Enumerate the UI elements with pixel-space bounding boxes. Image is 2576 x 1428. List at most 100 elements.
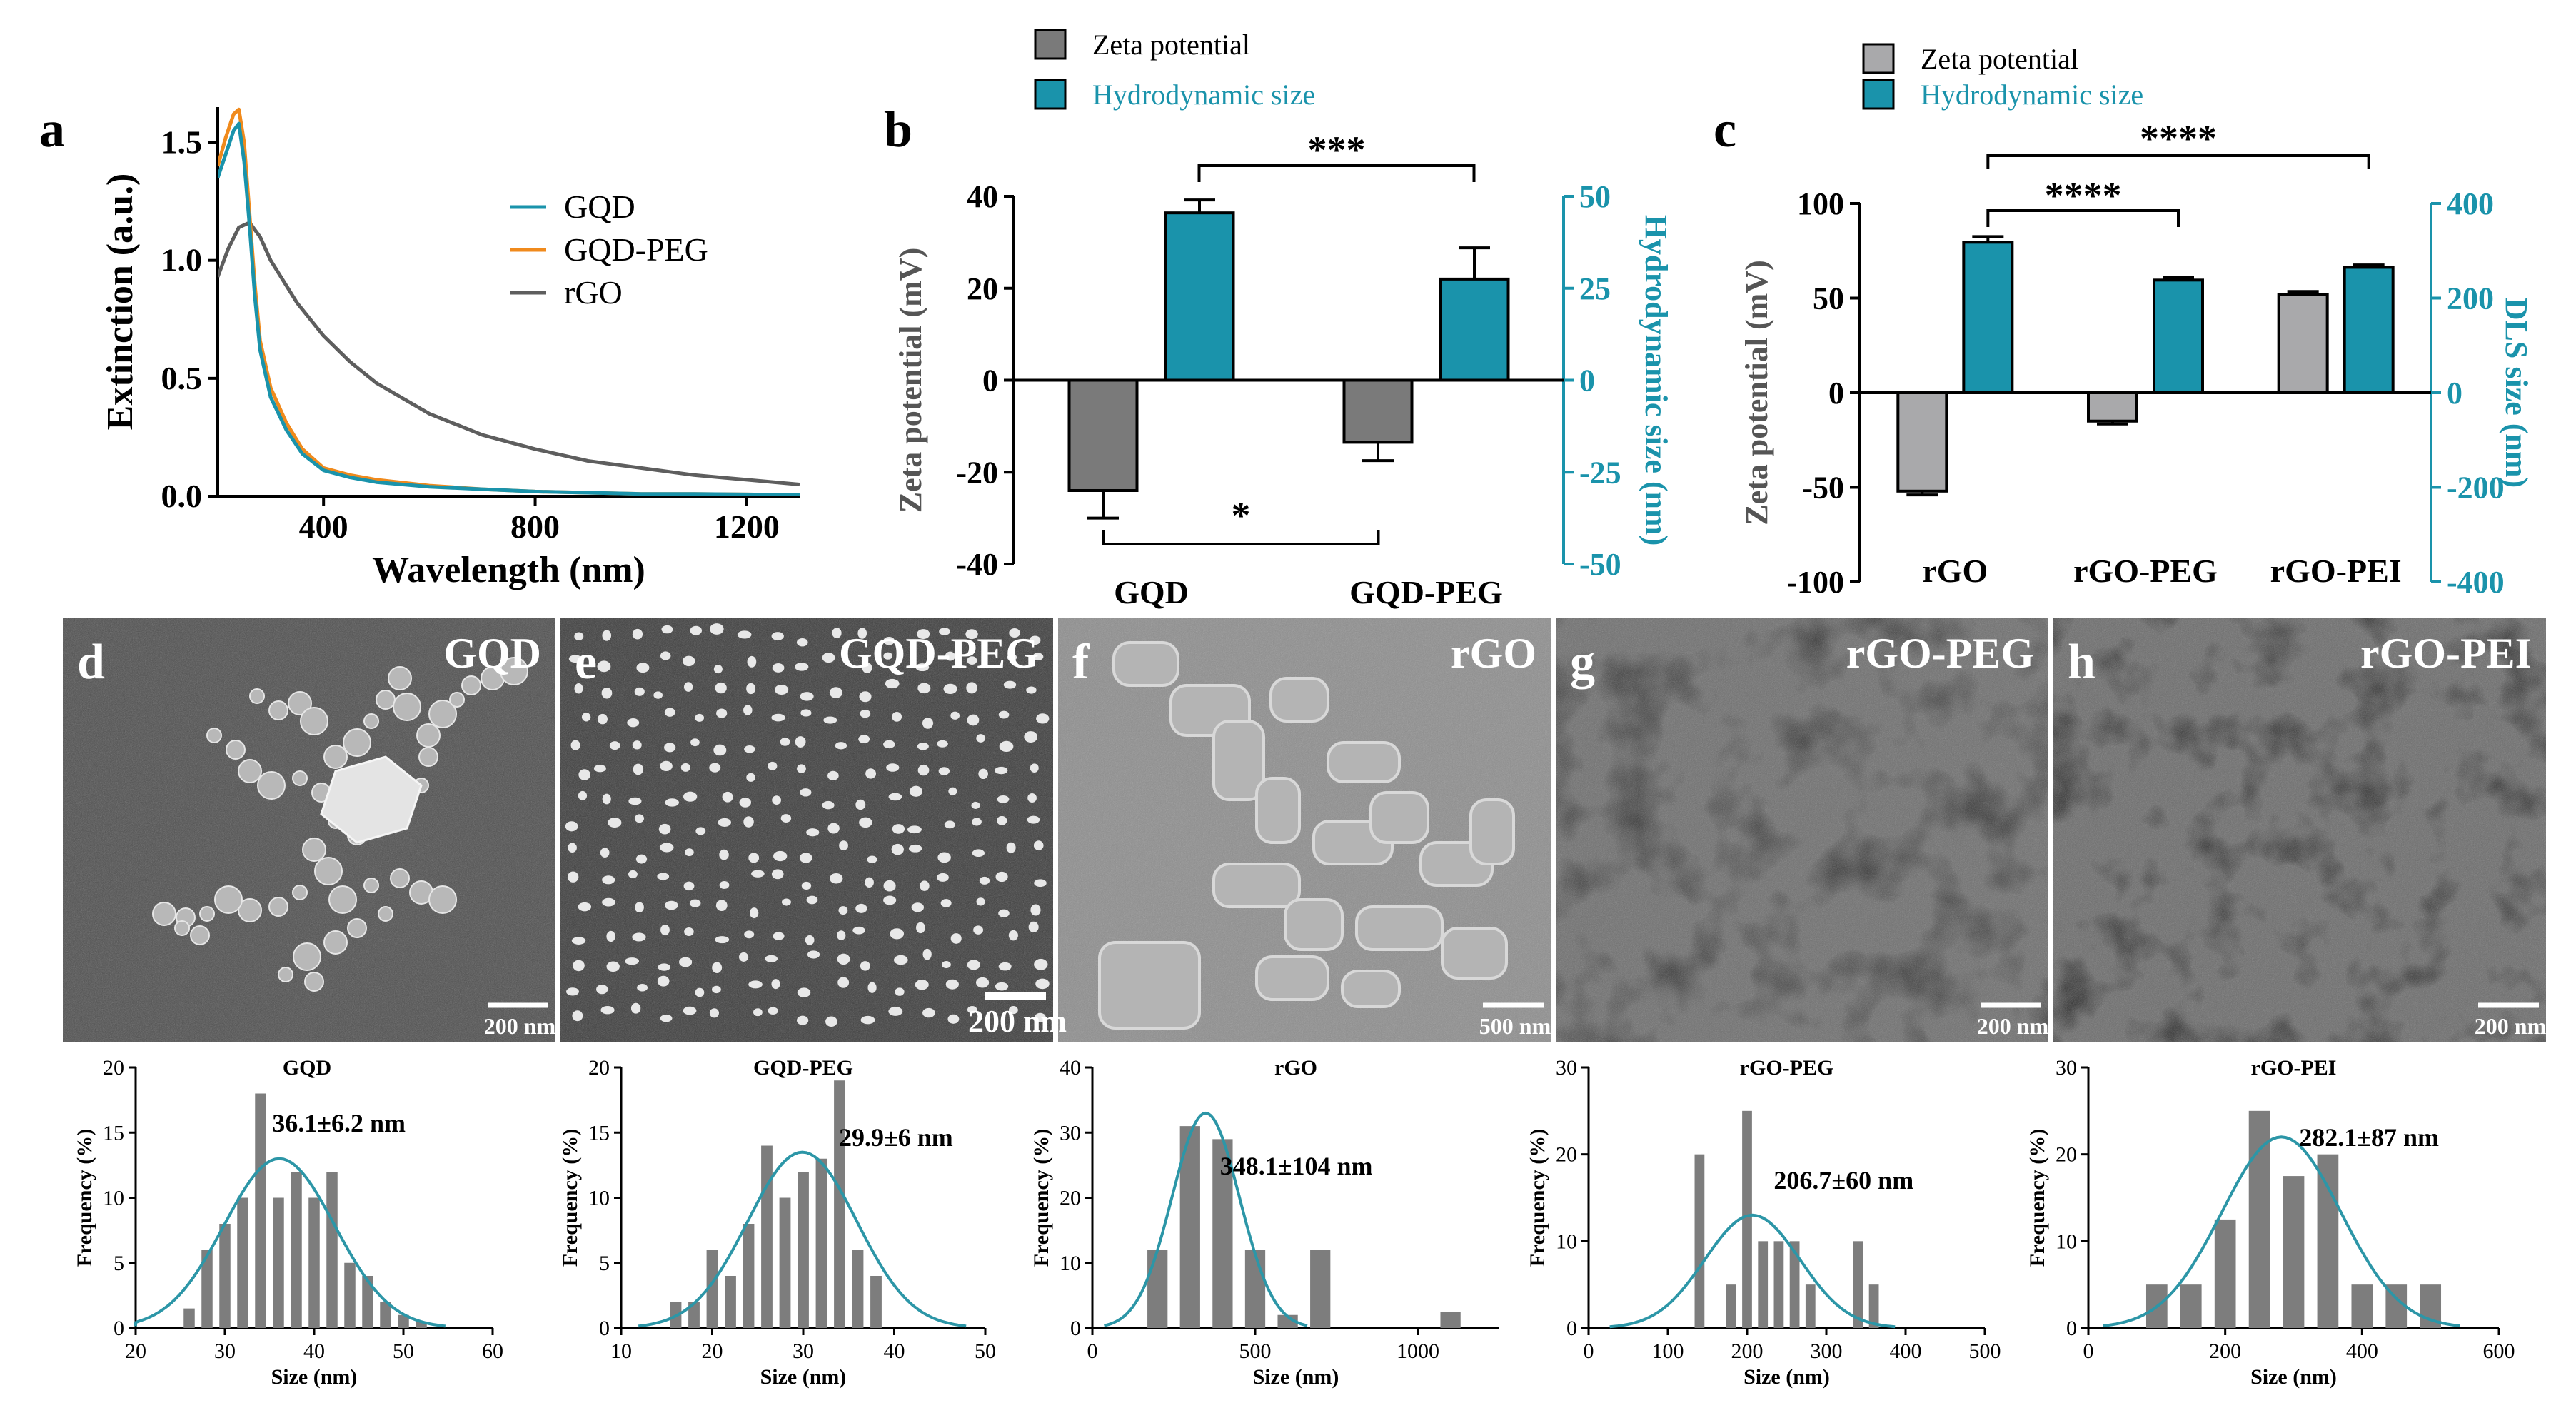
particle [268, 897, 288, 917]
x-tick-label: 30 [214, 1339, 236, 1363]
nanodot [995, 766, 1008, 775]
nanodot [998, 962, 1012, 971]
nanodot [719, 881, 730, 889]
y-tick-label: 0 [1566, 1317, 1577, 1340]
nanodot [827, 770, 839, 780]
sem-image-f [1058, 618, 1551, 1042]
category-label-rgo-pei: rGO-PEI [2270, 553, 2402, 589]
nanodot [568, 843, 577, 853]
nanodot [682, 655, 695, 667]
nanodot [859, 817, 872, 828]
histogram-bar [308, 1197, 320, 1328]
nanodot [948, 787, 957, 795]
particle [347, 918, 367, 938]
histogram-rgo-peg: 0 100 200 300 400 500 0 10 20 30 Size (nm) Frequenc… [1526, 1056, 2001, 1389]
nanodot [894, 955, 908, 965]
legend-label-gqd: GQD [564, 188, 635, 225]
y-tick-label: 20 [588, 1056, 610, 1080]
y-tick-label: 10 [588, 1187, 610, 1210]
sem-noise [1556, 618, 2048, 1042]
nanodot [695, 827, 706, 835]
nanodot [797, 987, 811, 997]
nanodot [689, 899, 701, 907]
graphene-flake [1369, 791, 1429, 844]
particle [393, 693, 421, 721]
nanodot [917, 742, 929, 750]
particle [174, 920, 190, 936]
nanodot [683, 682, 693, 692]
particle [416, 723, 441, 748]
nanodot [771, 869, 784, 880]
legend-label-zeta: Zeta potential [1092, 29, 1250, 61]
nanodot [715, 900, 728, 912]
particle [268, 700, 288, 720]
particle [152, 902, 176, 926]
panel-letter-c: c [1714, 101, 1736, 158]
nanodot [680, 763, 690, 772]
nanodot [939, 628, 950, 635]
nanodot [801, 881, 812, 890]
nanodot [709, 1008, 720, 1018]
nanodot [568, 655, 582, 663]
histogram-bar [1440, 1312, 1461, 1328]
x-tick-label: 40 [303, 1339, 325, 1363]
bright-aggregate [320, 755, 423, 844]
nanodot [967, 1006, 977, 1014]
x-tick-label: 10 [610, 1339, 632, 1363]
nanodot [606, 961, 620, 972]
nanodot [883, 895, 897, 905]
nanodot [967, 960, 980, 970]
nanodot [567, 871, 579, 883]
histogram-bar [2317, 1154, 2339, 1328]
nanodot [578, 902, 592, 912]
histogram-bar [1758, 1241, 1769, 1328]
nanodot [947, 1014, 960, 1024]
histogram-bar [761, 1145, 773, 1328]
nanodot [823, 716, 837, 724]
y-tick-label: 10 [2056, 1230, 2077, 1253]
histogram-bar [237, 1197, 248, 1328]
nanodot [1032, 653, 1044, 661]
nanodot [915, 663, 930, 672]
particle [302, 838, 326, 862]
nanodot [695, 713, 705, 722]
nanodot [971, 818, 982, 826]
nanodot [750, 907, 759, 919]
nanodot [609, 741, 620, 750]
legend-label-gqd-peg: GQD-PEG [564, 231, 708, 268]
nanodot [768, 1007, 778, 1015]
histogram-bar [398, 1314, 409, 1328]
series-line-rgo [218, 221, 800, 486]
y-tick-label: 10 [1060, 1252, 1081, 1275]
nanodot [634, 814, 645, 823]
histogram-bar [706, 1250, 718, 1328]
nanodot [630, 1002, 641, 1014]
histogram-bar [1310, 1250, 1331, 1328]
x-tick-label: 1200 [714, 508, 780, 545]
y-axis-title: Frequency (%) [1030, 1129, 1053, 1267]
x-tick-label: 600 [2483, 1339, 2515, 1363]
histogram-bar [725, 1276, 736, 1328]
right-tick-label: -25 [1579, 455, 1621, 490]
bar-zeta-rgo-peg [2087, 391, 2138, 423]
nanodot [892, 824, 905, 834]
nanodot [664, 743, 676, 753]
y-tick-label: 5 [599, 1252, 610, 1275]
nanodot [917, 629, 930, 639]
right-tick-label: 25 [1579, 271, 1611, 306]
panel-letter-a: a [39, 101, 65, 158]
y-tick-label: 30 [1060, 1121, 1081, 1145]
nanodot [608, 818, 622, 828]
right-axis-title: Hydrodynamic size (nm) [1639, 215, 1674, 546]
nanodot [859, 691, 872, 703]
nanodot [795, 663, 809, 671]
histogram-title: rGO [1274, 1056, 1317, 1080]
bar-hydro-rgo-peg [2153, 278, 2204, 395]
nanodot [695, 987, 705, 997]
bar-hydro-gqd [1164, 211, 1235, 382]
nanodot [719, 849, 729, 860]
nanodot [997, 815, 1007, 825]
sem-title-gqd: GQD [443, 630, 541, 677]
histogram-title: GQD-PEG [753, 1056, 853, 1080]
nanodot [690, 738, 700, 747]
